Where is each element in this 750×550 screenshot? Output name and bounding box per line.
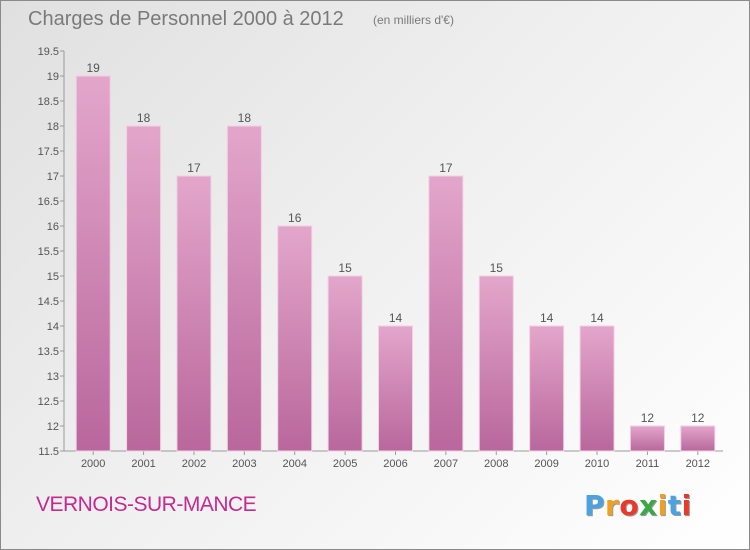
data-label: 15 (490, 261, 504, 275)
data-label: 14 (389, 311, 403, 325)
data-label: 12 (691, 411, 705, 425)
logo-letter: o (619, 489, 640, 522)
bar-2010 (579, 325, 615, 452)
y-tick-label: 19 (47, 71, 59, 83)
y-tick-label: 11.5 (38, 446, 59, 458)
bar-2006 (378, 325, 413, 452)
y-tick-label: 18.5 (38, 96, 59, 108)
x-tick-label: 2007 (434, 458, 458, 470)
logo-letter: i (681, 489, 692, 522)
bar-2007 (428, 175, 464, 452)
y-tick-label: 18 (47, 121, 59, 133)
y-tick-label: 13.5 (38, 346, 59, 358)
chart-subtitle: (en milliers d'€) (373, 13, 454, 27)
x-tick-label: 2000 (81, 458, 105, 470)
data-label: 17 (439, 161, 453, 175)
x-tick-label: 2012 (686, 458, 710, 470)
y-tick-label: 14.5 (38, 296, 59, 308)
x-tick-label: 2004 (282, 458, 306, 470)
x-tick-label: 2001 (131, 458, 155, 470)
x-tick-label: 2011 (636, 458, 660, 470)
proxiti-logo[interactable]: Proxiti (584, 489, 692, 522)
bar-layer (75, 75, 716, 452)
bar-2002 (176, 175, 212, 452)
x-tick-label: 2003 (232, 458, 256, 470)
bar-2012 (680, 425, 716, 452)
y-tick-label: 15.5 (38, 246, 59, 258)
y-tick-label: 19.5 (38, 46, 59, 58)
logo-letter: t (667, 489, 682, 522)
data-label: 12 (641, 411, 655, 425)
bar-2001 (126, 125, 162, 452)
y-tick-label: 16.5 (38, 196, 59, 208)
x-tick-label: 2010 (585, 458, 609, 470)
x-tick-label: 2006 (383, 458, 407, 470)
logo-letter: P (584, 489, 606, 522)
data-label: 14 (540, 311, 554, 325)
data-label: 17 (187, 161, 201, 175)
y-tick-label: 15 (47, 271, 59, 283)
logo-letter: r (605, 489, 620, 522)
y-tick-label: 17 (47, 171, 59, 183)
data-label: 15 (338, 261, 352, 275)
bar-2011 (629, 425, 665, 452)
data-label: 18 (238, 111, 252, 125)
y-tick-label: 17.5 (38, 146, 59, 158)
bar-2004 (277, 225, 313, 452)
y-tick-label: 12.5 (38, 396, 59, 408)
bar-2005 (327, 275, 363, 452)
logo-letter: i (657, 489, 668, 522)
data-label: 16 (288, 211, 302, 225)
y-tick-label: 16 (47, 221, 59, 233)
x-tick-label: 2005 (333, 458, 357, 470)
x-tick-label: 2002 (182, 458, 206, 470)
bar-2009 (529, 325, 565, 452)
y-tick-label: 14 (47, 321, 59, 333)
x-tick-label: 2008 (484, 458, 508, 470)
x-tick-label: 2009 (534, 458, 558, 470)
chart-title: Charges de Personnel 2000 à 2012 (28, 8, 344, 30)
logo-letter: x (639, 489, 658, 522)
bar-2008 (478, 275, 514, 452)
data-label: 18 (137, 111, 151, 125)
data-label: 14 (590, 311, 604, 325)
data-label: 19 (87, 61, 101, 75)
commune-name: VERNOIS-SUR-MANCE (36, 493, 257, 516)
y-tick-label: 12 (47, 421, 59, 433)
bar-2000 (75, 75, 111, 452)
label-layer: 2000 19 2001 18 2002 17 2003 18 2004 16 2005 15 2006… (81, 61, 710, 470)
y-tick-label: 13 (47, 371, 59, 383)
bar-2003 (226, 125, 262, 452)
